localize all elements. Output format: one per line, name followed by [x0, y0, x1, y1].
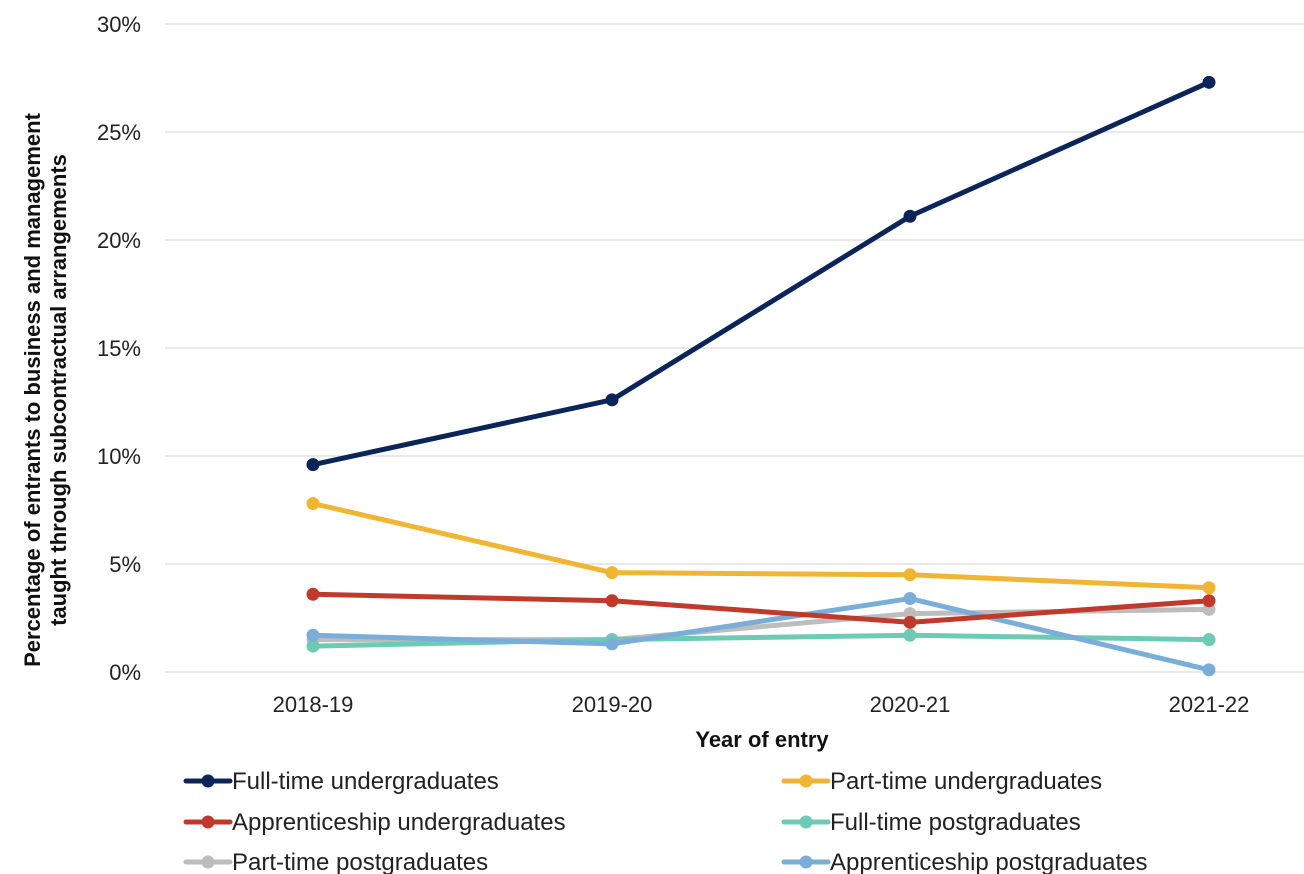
data-point [605, 566, 619, 580]
legend-item: Full-time postgraduates [781, 809, 1081, 836]
data-point [306, 628, 320, 642]
y-tick-label: 15% [97, 336, 141, 361]
data-point [306, 458, 320, 472]
legend-label: Apprenticeship postgraduates [830, 849, 1148, 874]
legend-label: Apprenticeship undergraduates [232, 809, 566, 836]
data-point [1202, 594, 1216, 608]
x-tick-label: 2020-21 [870, 692, 951, 717]
legend-label: Part-time postgraduates [232, 849, 488, 874]
legend-label: Full-time undergraduates [232, 768, 499, 795]
legend-swatch-marker [799, 855, 813, 869]
data-point [605, 393, 619, 407]
series-full-time-undergraduates [306, 75, 1216, 472]
series-line [310, 79, 1212, 468]
y-tick-label: 30% [97, 12, 141, 37]
series-line [310, 591, 1212, 625]
legend-item: Apprenticeship undergraduates [183, 809, 566, 836]
x-tick-label: 2019-20 [572, 692, 653, 717]
x-axis-title: Year of entry [695, 727, 829, 752]
data-point [1202, 581, 1216, 595]
y-tick-label: 0% [109, 660, 141, 685]
legend-item: Apprenticeship postgraduates [781, 849, 1148, 874]
data-point [1202, 633, 1216, 647]
data-point [903, 615, 917, 629]
series-line [310, 596, 1212, 673]
series-apprenticeship-postgraduates [306, 592, 1216, 677]
legend-swatch-marker [201, 774, 215, 788]
y-axis-title-line-1: Percentage of entrants to business and m… [20, 112, 45, 666]
x-tick-label: 2018-19 [273, 692, 354, 717]
series-line [310, 632, 1212, 649]
data-point [903, 209, 917, 223]
data-point [306, 587, 320, 601]
series-apprenticeship-undergraduates [306, 587, 1216, 629]
y-tick-label: 10% [97, 444, 141, 469]
legend-item: Part-time undergraduates [781, 768, 1102, 795]
legend-swatch-marker [201, 815, 215, 829]
legend-swatch-marker [799, 815, 813, 829]
data-point [903, 628, 917, 642]
data-point [306, 639, 320, 653]
data-point [903, 592, 917, 606]
y-tick-label: 20% [97, 228, 141, 253]
y-axis-ticks: 0% 5% 10% 15% 20% 25% 30% [97, 12, 141, 685]
legend: Full-time undergraduates Part-time underg… [183, 768, 1148, 874]
y-axis-title-line-2: taught through subcontractual arrangemen… [46, 154, 71, 626]
x-tick-label: 2021-22 [1169, 692, 1250, 717]
legend-swatch-marker [201, 855, 215, 869]
x-axis-ticks: 2018-19 2019-20 2020-21 2021-22 [273, 692, 1250, 717]
series-lines [306, 75, 1216, 677]
y-tick-label: 25% [97, 120, 141, 145]
y-axis-title: Percentage of entrants to business and m… [20, 112, 71, 666]
legend-item: Part-time postgraduates [183, 849, 488, 874]
data-point [903, 568, 917, 582]
data-point [306, 497, 320, 511]
legend-item: Full-time undergraduates [183, 768, 499, 795]
series-part-time-undergraduates [306, 497, 1216, 595]
data-point [1202, 75, 1216, 89]
series-line [310, 501, 1212, 591]
data-point [605, 594, 619, 608]
legend-label: Full-time postgraduates [830, 809, 1081, 836]
data-point [605, 637, 619, 651]
y-tick-label: 5% [109, 552, 141, 577]
data-point [1202, 663, 1216, 677]
legend-swatch-marker [799, 774, 813, 788]
legend-label: Part-time undergraduates [830, 768, 1102, 795]
